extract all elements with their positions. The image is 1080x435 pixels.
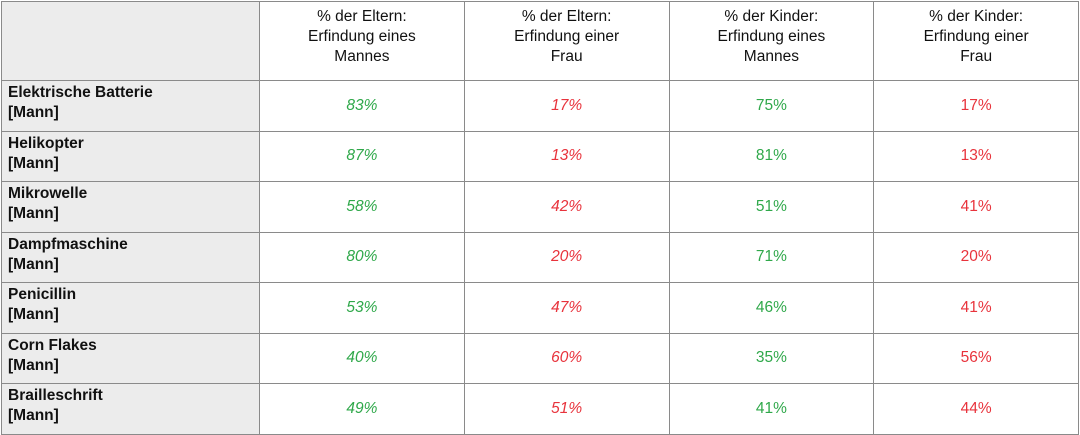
percent-cell: 49%	[259, 383, 465, 435]
row-label-cell: Corn Flakes [Mann]	[1, 332, 260, 384]
percent-cell: 41%	[873, 181, 1079, 233]
percent-cell: 87%	[259, 130, 465, 182]
percent-cell: 13%	[463, 130, 670, 182]
header-line: Mannes	[743, 48, 799, 65]
row-inventor-tag: [Mann]	[8, 356, 59, 374]
row-inventor-tag: [Mann]	[8, 407, 59, 424]
percent-cell: 81%	[668, 130, 875, 182]
row-invention-name: Helikopter	[8, 134, 84, 152]
percent-cell: 47%	[463, 282, 670, 334]
row-label-cell: Brailleschrift [Mann]	[1, 383, 260, 435]
percent-cell: 71%	[668, 231, 875, 283]
row-label-cell: Mikrowelle [Mann]	[1, 181, 260, 233]
percent-cell: 80%	[259, 231, 465, 283]
table-row: Dampfmaschine [Mann] 80% 20% 71% 20%	[1, 231, 1079, 283]
row-label-cell: Helikopter [Mann]	[1, 130, 260, 182]
percent-cell: 46%	[668, 282, 875, 334]
header-line: % der Eltern:	[521, 8, 612, 25]
row-invention-name: Penicillin	[8, 286, 77, 303]
percent-cell: 83%	[259, 80, 465, 132]
percent-cell: 51%	[668, 181, 875, 233]
header-line: Erfindung eines	[308, 28, 416, 45]
header-children-female: % der Kinder: Erfindung einer Frau	[873, 1, 1079, 81]
percent-cell: 41%	[668, 383, 875, 435]
percent-cell: 56%	[873, 332, 1079, 384]
row-label-cell: Penicillin [Mann]	[1, 282, 260, 334]
percent-cell: 35%	[668, 332, 875, 384]
table-row: Elektrische Batterie [Mann] 83% 17% 75% 17%	[1, 80, 1079, 132]
percent-cell: 53%	[259, 282, 465, 334]
header-children-male: % der Kinder: Erfindung eines Mannes	[668, 1, 875, 81]
table-row: Mikrowelle [Mann] 58% 42% 51% 41%	[1, 181, 1079, 233]
percent-cell: 60%	[463, 332, 670, 384]
row-invention-name: Brailleschrift	[8, 387, 103, 404]
percent-cell: 13%	[873, 130, 1079, 182]
header-line: Frau	[960, 48, 993, 65]
header-line: Erfindung eines	[717, 28, 826, 45]
header-line: % der Kinder:	[929, 8, 1024, 25]
header-line: Frau	[550, 48, 583, 65]
percent-cell: 17%	[873, 80, 1079, 132]
header-line: % der Kinder:	[724, 8, 819, 25]
percent-cell: 20%	[873, 231, 1079, 283]
row-label-cell: Dampfmaschine [Mann]	[1, 231, 260, 283]
row-invention-name: Dampfmaschine	[8, 235, 128, 253]
percent-cell: 75%	[668, 80, 875, 132]
header-corner-cell	[1, 1, 260, 81]
row-inventor-tag: [Mann]	[8, 306, 59, 323]
header-line: Mannes	[334, 48, 390, 65]
table-row: Penicillin [Mann] 53% 47% 46% 41%	[1, 282, 1079, 334]
percent-cell: 51%	[463, 383, 670, 435]
table-body: Elektrische Batterie [Mann] 83% 17% 75% 17% He…	[1, 80, 1079, 435]
percent-cell: 42%	[463, 181, 670, 233]
percent-cell: 44%	[873, 383, 1079, 435]
table-row: Helikopter [Mann] 87% 13% 81% 13%	[1, 130, 1079, 182]
table-row: Brailleschrift [Mann] 49% 51% 41% 44%	[1, 383, 1079, 435]
percent-cell: 41%	[873, 282, 1079, 334]
header-line: Erfindung einer	[923, 28, 1029, 45]
percent-cell: 20%	[463, 231, 670, 283]
row-inventor-tag: [Mann]	[8, 255, 59, 273]
percent-cell: 17%	[463, 80, 670, 132]
row-inventor-tag: [Mann]	[8, 104, 59, 121]
row-invention-name: Elektrische Batterie	[8, 84, 153, 101]
header-parents-male: % der Eltern: Erfindung eines Mannes	[259, 1, 465, 81]
row-inventor-tag: [Mann]	[8, 154, 59, 172]
row-invention-name: Corn Flakes	[8, 336, 97, 354]
row-label-cell: Elektrische Batterie [Mann]	[1, 80, 260, 132]
header-parents-female: % der Eltern: Erfindung einer Frau	[463, 1, 670, 81]
percent-cell: 40%	[259, 332, 465, 384]
row-inventor-tag: [Mann]	[8, 205, 59, 222]
header-line: Erfindung einer	[514, 28, 620, 45]
header-row: % der Eltern: Erfindung eines Mannes % d…	[1, 1, 1079, 81]
row-invention-name: Mikrowelle	[8, 185, 88, 202]
percent-cell: 58%	[259, 181, 465, 233]
header-line: % der Eltern:	[317, 8, 407, 25]
table-row: Corn Flakes [Mann] 40% 60% 35% 56%	[1, 332, 1079, 384]
